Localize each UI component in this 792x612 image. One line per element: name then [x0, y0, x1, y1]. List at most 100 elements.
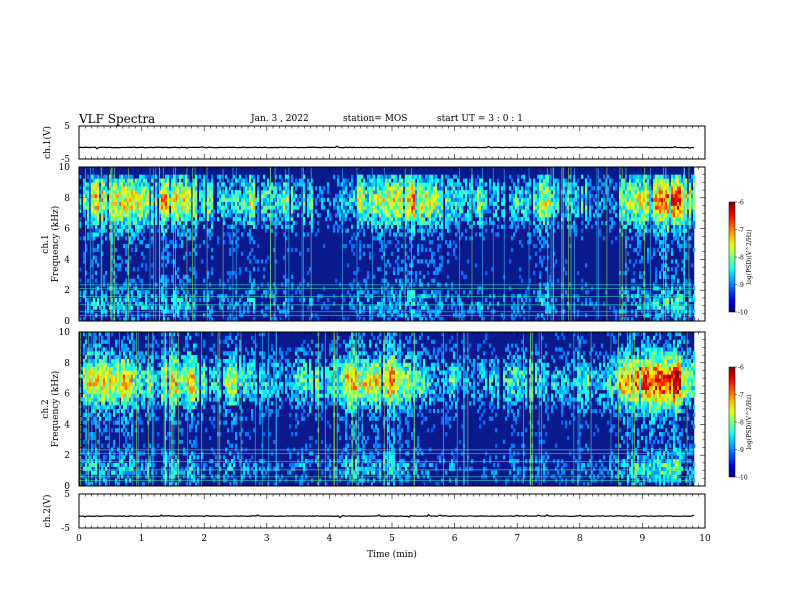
spectrogram-cell: [165, 255, 168, 260]
spectrogram-cell: [485, 193, 488, 199]
spectrogram-cell: [249, 251, 252, 256]
spectrogram-cell: [485, 209, 488, 214]
spectrogram-cell: [231, 201, 234, 206]
spectrogram-cell: [647, 178, 650, 183]
spectrogram-cell: [79, 197, 82, 202]
spectrogram-cell: [333, 301, 336, 306]
spectrogram-cell: [281, 205, 284, 210]
spectrogram-cell: [589, 297, 592, 303]
spectrogram-cell: [629, 205, 632, 210]
spectrogram-cell: [133, 267, 136, 272]
spectrogram-cell: [115, 182, 118, 187]
spectrogram-cell: [205, 174, 208, 179]
spectrogram-cell: [433, 263, 436, 268]
spectrogram-cell: [343, 201, 346, 206]
spectrogram-cell: [451, 213, 454, 218]
spectrogram-cell: [545, 209, 548, 214]
spectrogram-cell: [99, 228, 102, 233]
spectrogram-cell: [283, 190, 286, 195]
spectrogram-cell: [533, 201, 536, 206]
spectrogram-cell: [309, 197, 312, 202]
spectrogram-cell: [539, 259, 542, 264]
spectrogram-cell: [285, 290, 288, 295]
spectrogram-cell: [441, 205, 444, 210]
spectrogram-cell: [441, 197, 444, 202]
spectrogram-cell: [393, 205, 396, 210]
spectrogram-cell: [659, 193, 662, 199]
spectrogram-cell: [389, 193, 392, 199]
spectrogram-cell: [557, 278, 560, 283]
spectrogram-cell: [535, 193, 538, 199]
spectrogram-cell: [657, 217, 660, 222]
spectrogram-cell: [441, 259, 444, 264]
spectrogram-cell: [135, 197, 138, 202]
spectrogram-cell: [419, 182, 422, 187]
spectrogram-cell: [479, 205, 482, 210]
spectrogram-cell: [287, 209, 290, 214]
spectrogram-cell: [143, 220, 146, 226]
spectrogram-cell: [201, 190, 204, 195]
spectrogram-cell: [85, 182, 88, 187]
spectrogram-cell: [675, 305, 678, 310]
spectrogram-cell: [203, 224, 206, 229]
spectrogram-cell: [677, 186, 680, 191]
spectrogram-cell: [379, 247, 382, 252]
spectrogram-cell: [271, 209, 274, 214]
spectrogram-cell: [193, 247, 196, 252]
spectrogram-cell: [147, 244, 150, 249]
spectrogram-cell: [679, 178, 682, 183]
spectrogram-cell: [83, 393, 86, 398]
spectrogram-cell: [171, 217, 174, 222]
spectrogram-cell: [645, 174, 648, 179]
spectrogram-cell: [607, 193, 610, 199]
spectrogram-cell: [311, 186, 314, 191]
spectrogram-cell: [223, 197, 226, 202]
spectrogram-cell: [411, 259, 414, 264]
spectrogram-cell: [669, 197, 672, 202]
spectrogram-cell: [409, 197, 412, 202]
spectrogram-cell: [271, 182, 274, 187]
spectrogram-cell: [137, 205, 140, 210]
spectrogram-cell: [141, 301, 144, 306]
spectrogram-cell: [513, 197, 516, 202]
spectrogram-cell: [233, 201, 236, 206]
spectrogram-cell: [143, 255, 146, 260]
spectrogram-cell: [481, 209, 484, 214]
spectrogram-cell: [375, 228, 378, 233]
spectrogram-cell: [577, 201, 580, 206]
spectrogram-cell: [419, 270, 422, 276]
spectrogram-cell: [237, 213, 240, 218]
spectrogram-cell: [425, 186, 428, 191]
spectrogram-cell: [141, 240, 144, 245]
spectrogram-cell: [629, 182, 632, 187]
spectrogram-cell: [207, 228, 210, 233]
spectrogram-cell: [447, 205, 450, 210]
spectrogram-cell: [655, 190, 658, 195]
spectrogram-cell: [369, 244, 372, 249]
spectrogram-cell: [109, 217, 112, 222]
spectrogram-cell: [643, 209, 646, 214]
spectrogram-cell: [479, 186, 482, 191]
spectrogram-cell: [427, 270, 430, 276]
spectrogram-cell: [447, 274, 450, 279]
spectrogram-cell: [317, 317, 320, 322]
spectrogram-cell: [195, 174, 198, 179]
spectrogram-cell: [115, 232, 118, 237]
spectrogram-cell: [121, 178, 124, 183]
spectrogram-cell: [685, 244, 688, 249]
spectrogram-cell: [673, 186, 676, 191]
spectrogram-cell: [187, 190, 190, 195]
spectrogram-cell: [517, 197, 520, 202]
spectrogram-cell: [381, 217, 384, 222]
spectrogram-cell: [643, 186, 646, 191]
spectrogram-cell: [203, 174, 206, 179]
spectrogram-cell: [205, 201, 208, 206]
spectrogram-cell: [449, 244, 452, 249]
spectrogram-cell: [681, 213, 684, 218]
spectrogram-cell: [379, 217, 382, 222]
spectrogram-cell: [337, 193, 340, 199]
spectrogram-cell: [679, 232, 682, 237]
spectrogram-cell: [457, 186, 460, 191]
spectrogram-cell: [477, 190, 480, 195]
